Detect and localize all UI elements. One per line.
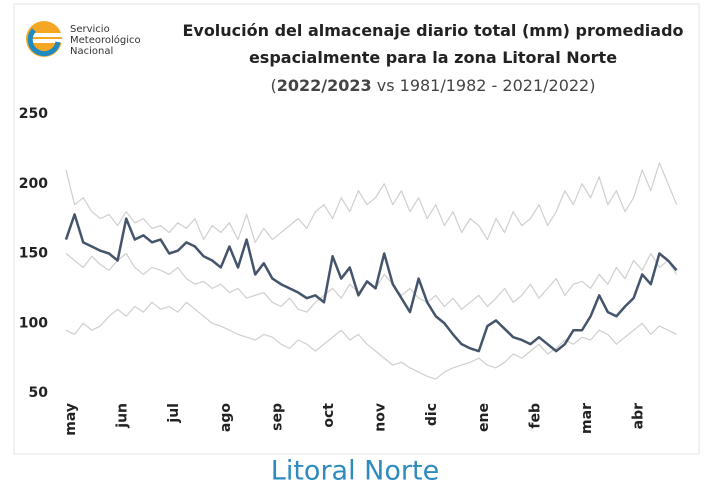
y-tick-label: 200	[19, 176, 48, 192]
chart-subtitle: (2022/2023 vs 1981/1982 - 2021/2022)	[271, 76, 596, 95]
logo: Servicio Meteorológico Nacional	[26, 21, 141, 57]
footer: Litoral Norte	[271, 456, 439, 486]
x-tick-label: may	[63, 403, 79, 436]
x-tick-label: sep	[269, 403, 285, 431]
y-tick-label: 250	[19, 106, 48, 122]
logo-text: Servicio	[70, 24, 110, 35]
x-tick-label: oct	[321, 403, 337, 428]
y-tick-label: 100	[19, 315, 48, 331]
logo-text: Nacional	[70, 46, 113, 57]
series-line	[64, 213, 678, 353]
chart-title: Evolución del almacenaje diario total (m…	[182, 21, 683, 40]
x-tick-label: jun	[115, 403, 131, 429]
y-tick-label: 50	[29, 385, 49, 401]
history-line	[65, 162, 678, 243]
logo-band	[28, 33, 64, 43]
x-tick-label: nov	[373, 403, 389, 432]
frame	[13, 3, 700, 455]
subtitle-text: vs 1981/1982 - 2021/2022)	[372, 76, 596, 95]
y-tick-label: 150	[19, 246, 48, 262]
x-tick-label: jul	[166, 403, 182, 424]
subtitle-text: (	[271, 76, 277, 95]
x-tick-label: ene	[476, 403, 492, 432]
x-tick-label: dic	[424, 403, 440, 426]
chart-title: espacialmente para la zona Litoral Norte	[249, 48, 617, 67]
logo-arc	[27, 28, 61, 57]
x-tick-label: abr	[631, 403, 647, 429]
subtitle-text: 2022/2023	[277, 76, 372, 95]
history-line	[65, 301, 677, 380]
x-tick-label: feb	[527, 403, 543, 429]
x-tick-label: ago	[218, 403, 234, 432]
x-tick-label: mar	[579, 403, 595, 434]
logo-text: Meteorológico	[70, 34, 141, 46]
